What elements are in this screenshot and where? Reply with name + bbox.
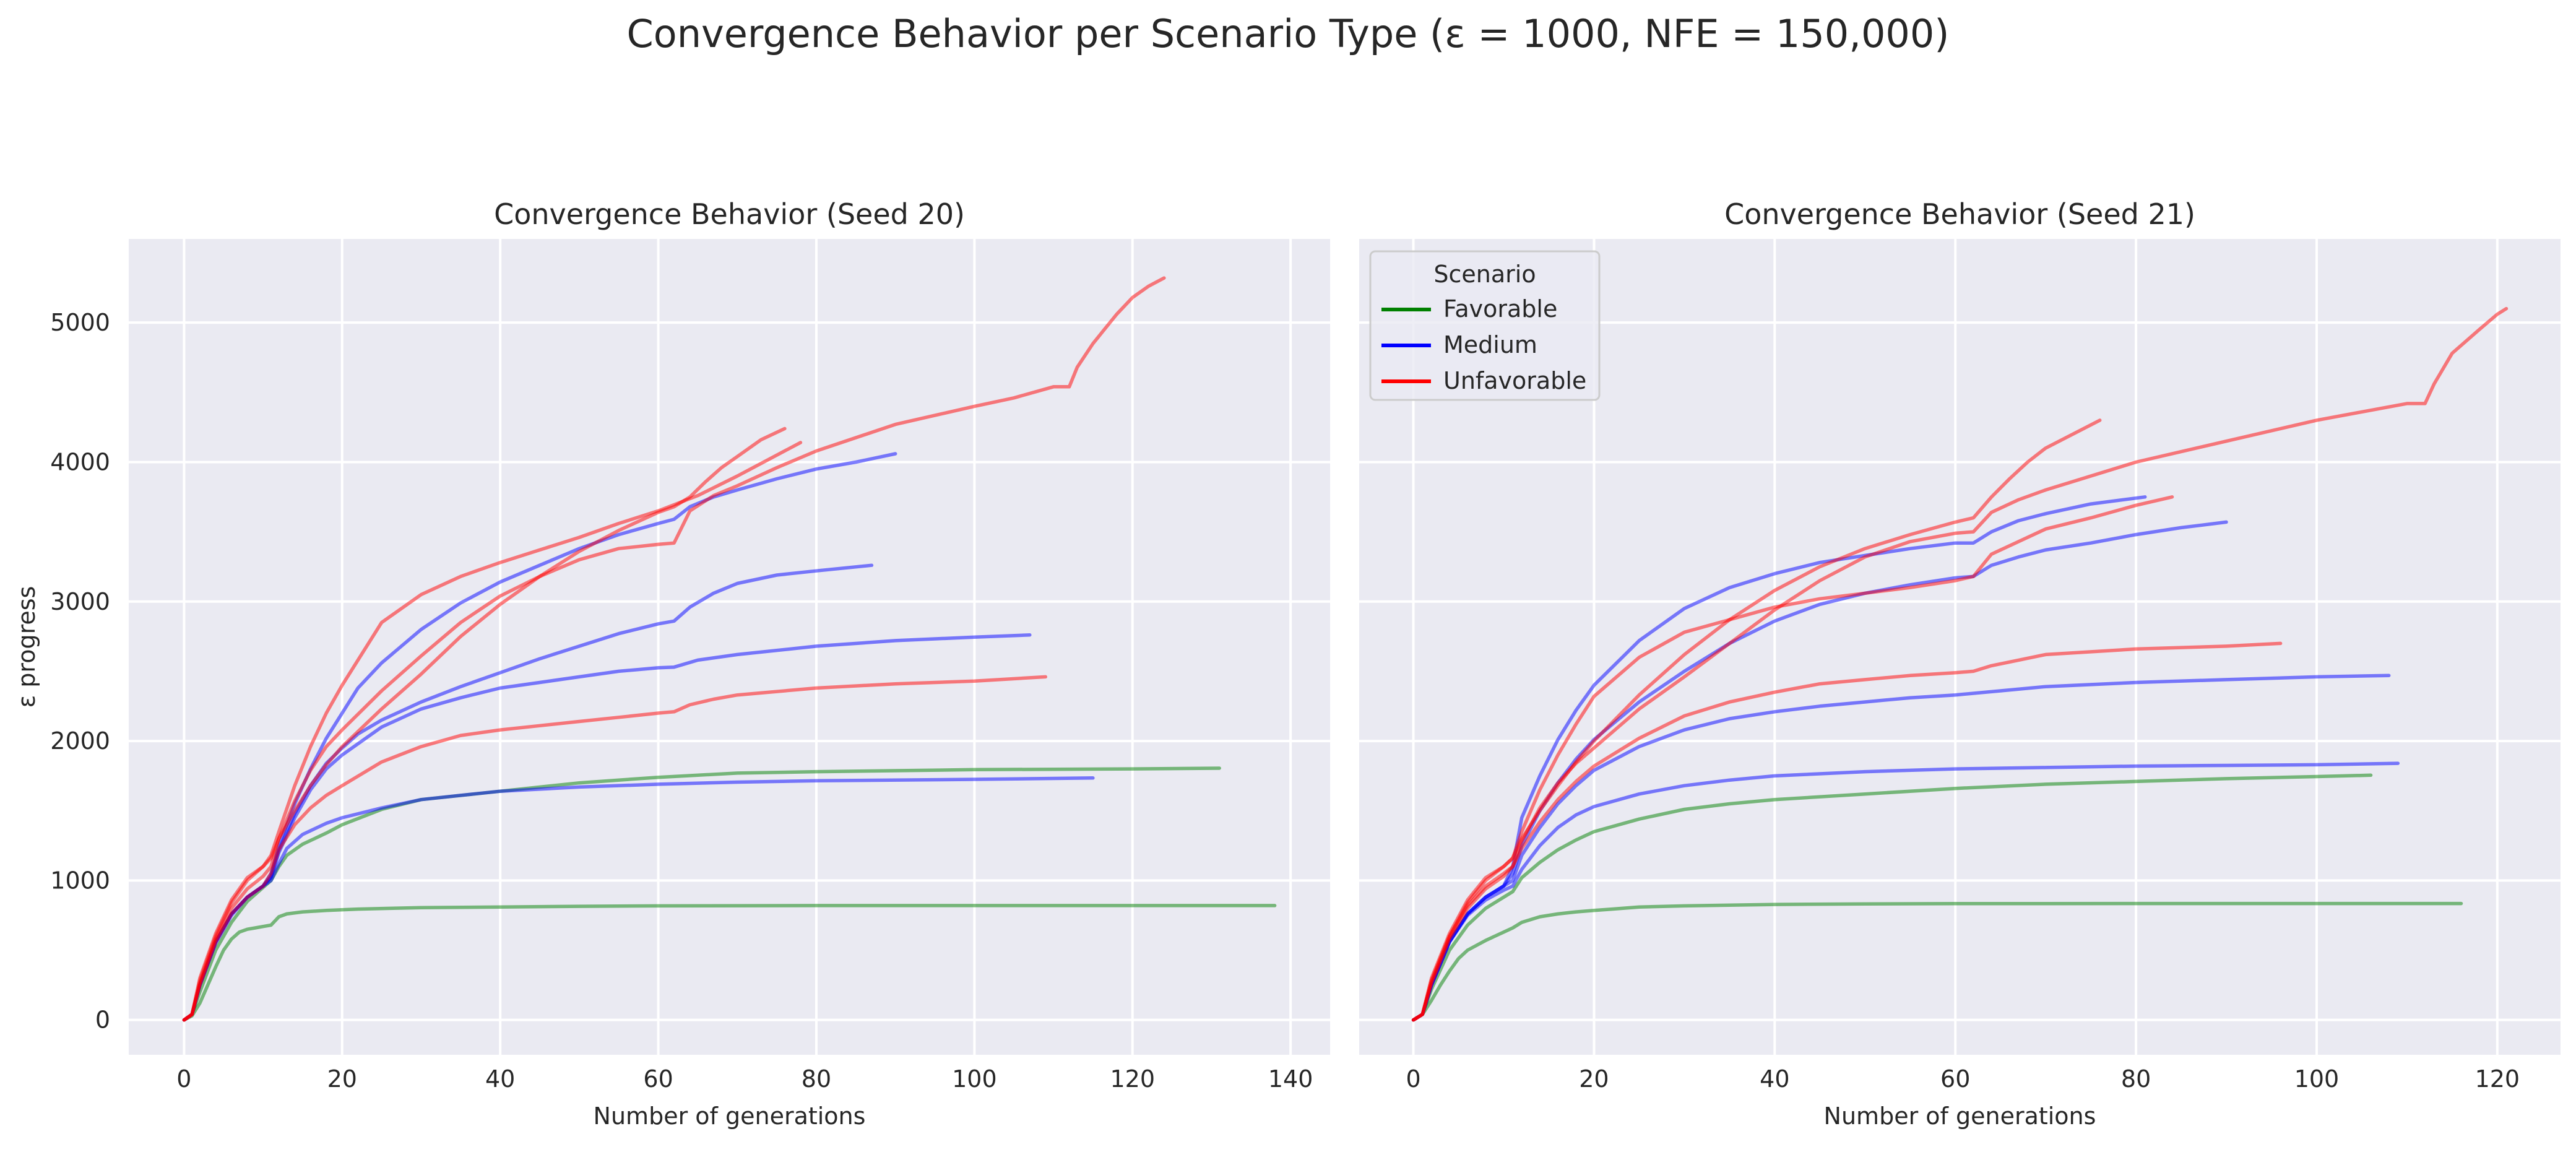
x-tick-label: 80 — [802, 1065, 831, 1093]
series-line-unfavorable-9 — [182, 276, 1166, 1022]
legend-label-favorable: Favorable — [1443, 295, 1557, 323]
series-line-favorable-1 — [1411, 773, 2373, 1022]
y-tick-label: 0 — [95, 1007, 110, 1034]
chart-suptitle: Convergence Behavior per Scenario Type (… — [627, 11, 1950, 56]
series-line-unfavorable-8 — [1411, 418, 2102, 1022]
x-tick-label: 80 — [2121, 1065, 2151, 1093]
panel-title: Convergence Behavior (Seed 20) — [494, 197, 965, 231]
y-tick-label: 4000 — [50, 448, 110, 475]
y-axis-label: ε progress — [13, 586, 40, 708]
x-tick-label: 140 — [1268, 1065, 1313, 1093]
legend-title: Scenario — [1433, 261, 1536, 288]
legend: Scenario Favorable Medium Unfavorable — [1369, 250, 1601, 401]
legend-box — [1369, 250, 1601, 401]
series-line-favorable-1 — [182, 766, 1221, 1022]
x-tick-label: 0 — [176, 1065, 191, 1093]
x-tick-label: 60 — [1940, 1065, 1970, 1093]
legend-label-unfavorable: Unfavorable — [1443, 367, 1586, 394]
series-line-unfavorable-6 — [1411, 641, 2283, 1022]
y-tick-label: 5000 — [50, 309, 110, 336]
series-line-favorable-0 — [1411, 901, 2463, 1022]
x-tick-label: 40 — [1760, 1065, 1789, 1093]
x-tick-label: 40 — [485, 1065, 515, 1093]
x-tick-label: 100 — [952, 1065, 997, 1093]
x-tick-label: 100 — [2294, 1065, 2340, 1093]
series-line-medium-5 — [1411, 495, 2147, 1022]
series-line-unfavorable-7 — [1411, 495, 2174, 1022]
x-axis-label: Number of generations — [1824, 1102, 2096, 1130]
y-tick-label: 2000 — [50, 727, 110, 755]
x-tick-label: 60 — [643, 1065, 673, 1093]
x-axis-label: Number of generations — [594, 1102, 866, 1130]
x-tick-label: 0 — [1406, 1065, 1420, 1093]
x-tick-label: 20 — [327, 1065, 357, 1093]
plot-area — [129, 239, 1330, 1055]
legend-label-medium: Medium — [1443, 331, 1537, 358]
series-line-unfavorable-9 — [1411, 306, 2509, 1022]
y-tick-label: 3000 — [50, 588, 110, 615]
x-tick-label: 20 — [1579, 1065, 1609, 1093]
x-tick-label: 120 — [2475, 1065, 2520, 1093]
panel-title: Convergence Behavior (Seed 21) — [1724, 197, 2195, 231]
y-tick-label: 1000 — [50, 867, 110, 894]
series-line-favorable-0 — [182, 904, 1277, 1022]
series-line-unfavorable-8 — [182, 427, 787, 1022]
series-line-unfavorable-6 — [182, 675, 1048, 1022]
panel-seed-20: 0 20 40 60 80 100 120 140 0 1000 2000 3000 4000 5000 C… — [13, 197, 1330, 1130]
x-tick-label: 120 — [1110, 1065, 1155, 1093]
